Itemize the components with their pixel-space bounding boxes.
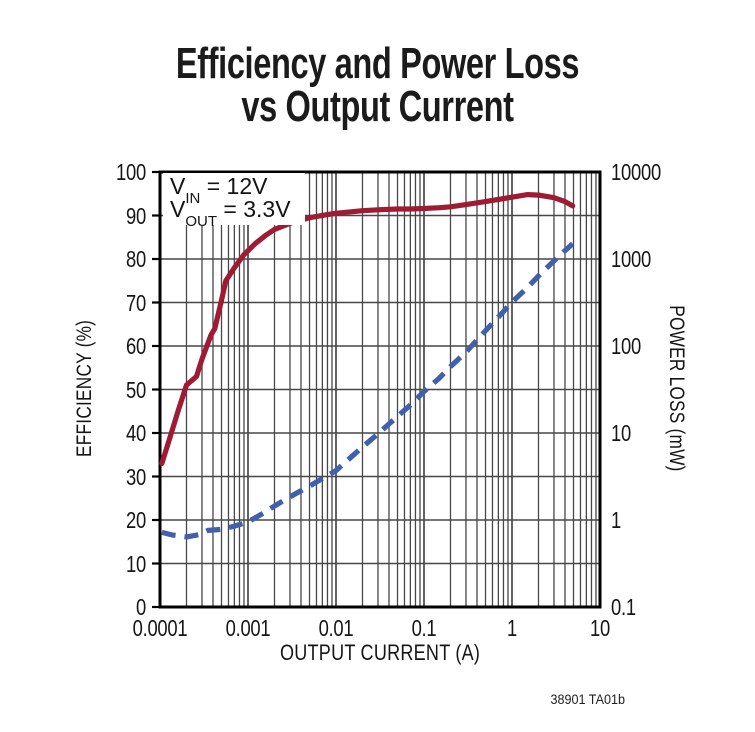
- vout-subscript: OUT: [185, 212, 218, 230]
- vin-subscript: IN: [185, 189, 201, 207]
- chart-title: Efficiency and Power Loss vs Output Curr…: [98, 39, 657, 131]
- x-axis-title: OUTPUT CURRENT (A): [160, 640, 600, 666]
- test-conditions-box: VIN = 12V VOUT = 3.3V: [163, 173, 305, 229]
- vout-value: = 3.3V: [217, 196, 291, 222]
- y-axis-left-title-text: EFFICIENCY (%): [73, 319, 96, 458]
- vin-symbol: V: [170, 173, 186, 199]
- y-axis-left-title: EFFICIENCY (%): [73, 171, 99, 606]
- y-axis-right-title-text: POWER LOSS (mW): [665, 305, 688, 472]
- vin-value: = 12V: [200, 173, 268, 199]
- vout-symbol: V: [170, 196, 186, 222]
- x-axis-title-text: OUTPUT CURRENT (A): [279, 640, 481, 665]
- condition-vout: VOUT = 3.3V: [170, 196, 291, 229]
- y-axis-right-title: POWER LOSS (mW): [662, 171, 688, 606]
- efficiency-curve: [159, 192, 576, 466]
- condition-vin: VIN = 12V: [170, 173, 291, 206]
- power-loss-curve: [161, 241, 575, 540]
- chart-title-line2: vs Output Current: [241, 82, 514, 131]
- chart-title-line1: Efficiency and Power Loss: [175, 39, 580, 88]
- figure-number: 38901 TA01b: [550, 691, 625, 707]
- plot-frame: [158, 170, 602, 609]
